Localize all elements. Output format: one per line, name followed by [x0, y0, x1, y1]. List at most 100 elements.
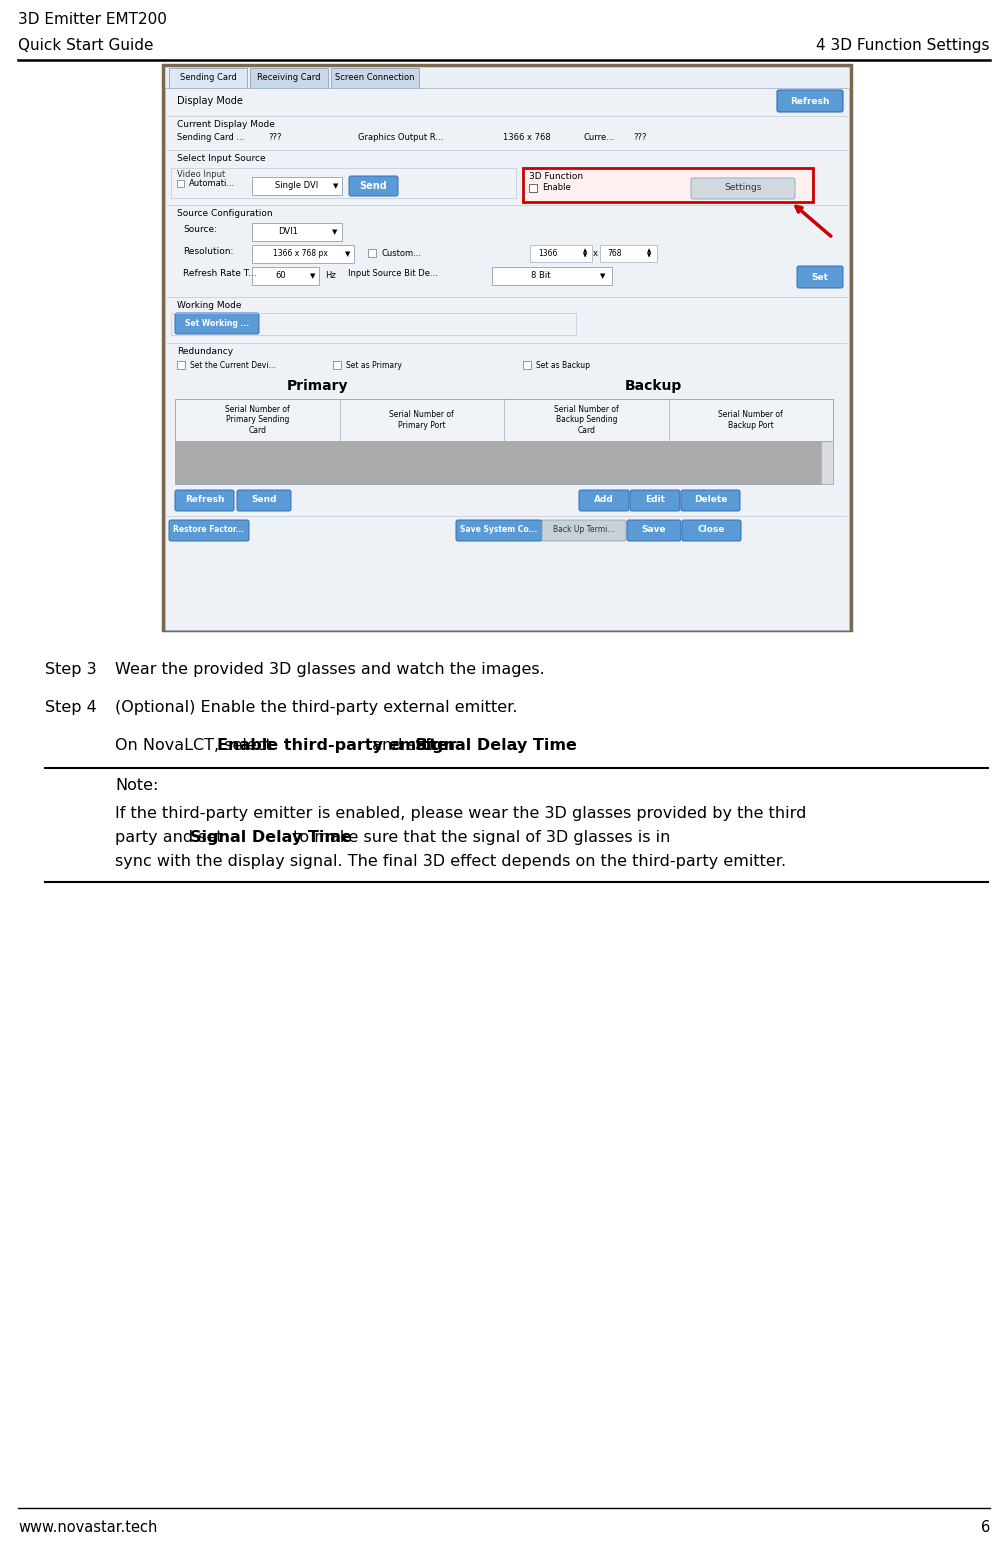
FancyBboxPatch shape: [691, 178, 795, 199]
Text: Save: Save: [642, 525, 666, 535]
Text: Send: Send: [251, 496, 277, 505]
Text: ▼: ▼: [310, 273, 316, 280]
Text: Quick Start Guide: Quick Start Guide: [18, 39, 153, 53]
Text: ▲: ▲: [647, 249, 651, 253]
Text: ▼: ▼: [583, 253, 587, 258]
FancyBboxPatch shape: [542, 521, 626, 541]
Text: ???: ???: [633, 133, 646, 142]
FancyBboxPatch shape: [797, 266, 843, 287]
Text: ▼: ▼: [601, 273, 606, 280]
Bar: [177, 362, 185, 369]
Text: Working Mode: Working Mode: [177, 301, 242, 311]
Text: 3D Function: 3D Function: [529, 171, 583, 181]
FancyBboxPatch shape: [169, 68, 247, 88]
Text: Resolution:: Resolution:: [183, 247, 234, 256]
Text: Settings: Settings: [725, 184, 762, 193]
Text: Save System Co...: Save System Co...: [461, 525, 537, 535]
Text: Source:: Source:: [183, 226, 217, 233]
Text: x: x: [593, 249, 598, 258]
FancyBboxPatch shape: [627, 521, 681, 541]
FancyBboxPatch shape: [630, 490, 680, 511]
Text: Refresh: Refresh: [790, 96, 830, 105]
FancyBboxPatch shape: [777, 90, 843, 111]
Text: Single DVI: Single DVI: [275, 181, 319, 190]
Text: ???: ???: [268, 133, 281, 142]
Text: Serial Number of
Primary Sending
Card: Serial Number of Primary Sending Card: [225, 405, 289, 434]
Text: 6: 6: [981, 1520, 990, 1536]
Text: Graphics Output R...: Graphics Output R...: [358, 133, 444, 142]
Text: 1366 x 768 px: 1366 x 768 px: [272, 249, 328, 258]
Text: Serial Number of
Primary Port: Serial Number of Primary Port: [389, 411, 455, 430]
Text: Edit: Edit: [645, 496, 665, 505]
Text: ▲: ▲: [583, 249, 587, 253]
Text: Set the Current Devi...: Set the Current Devi...: [190, 360, 275, 369]
Text: Step 3: Step 3: [45, 661, 97, 677]
Text: 60: 60: [275, 272, 286, 281]
Text: 8 Bit: 8 Bit: [531, 272, 550, 281]
FancyBboxPatch shape: [252, 178, 342, 195]
Text: party and set: party and set: [115, 830, 228, 845]
FancyBboxPatch shape: [175, 314, 259, 334]
Text: DVI1: DVI1: [278, 227, 298, 236]
FancyBboxPatch shape: [579, 490, 629, 511]
FancyBboxPatch shape: [175, 440, 833, 484]
Text: Backup: Backup: [624, 379, 681, 392]
FancyBboxPatch shape: [456, 521, 542, 541]
Text: Sending Card ...: Sending Card ...: [177, 133, 244, 142]
Text: 3D Emitter EMT200: 3D Emitter EMT200: [18, 12, 167, 26]
Text: Screen Connection: Screen Connection: [336, 74, 414, 82]
Text: Current Display Mode: Current Display Mode: [177, 121, 275, 128]
Text: Add: Add: [594, 496, 614, 505]
Text: ▼: ▼: [647, 253, 651, 258]
Text: Signal Delay Time: Signal Delay Time: [190, 830, 352, 845]
FancyBboxPatch shape: [252, 267, 319, 284]
Text: Enable third-party emitter: Enable third-party emitter: [217, 739, 456, 752]
Text: Display Mode: Display Mode: [177, 96, 243, 107]
Text: Note:: Note:: [115, 779, 158, 793]
Text: Back Up Termi...: Back Up Termi...: [553, 525, 615, 535]
FancyBboxPatch shape: [175, 490, 234, 511]
FancyBboxPatch shape: [600, 246, 657, 263]
Text: (Optional) Enable the third-party external emitter.: (Optional) Enable the third-party extern…: [115, 700, 517, 715]
Text: Signal Delay Time: Signal Delay Time: [415, 739, 577, 752]
FancyBboxPatch shape: [523, 168, 813, 202]
Text: .: .: [513, 739, 518, 752]
Text: Hz: Hz: [325, 272, 336, 281]
Text: Serial Number of
Backup Sending
Card: Serial Number of Backup Sending Card: [553, 405, 619, 434]
Text: Select Input Source: Select Input Source: [177, 154, 266, 164]
FancyBboxPatch shape: [169, 521, 249, 541]
Text: On NovaLCT, select: On NovaLCT, select: [115, 739, 277, 752]
Text: sync with the display signal. The final 3D effect depends on the third-party emi: sync with the display signal. The final …: [115, 854, 786, 868]
Text: 4 3D Function Settings: 4 3D Function Settings: [816, 39, 990, 53]
Text: Source Configuration: Source Configuration: [177, 209, 272, 218]
Text: Wear the provided 3D glasses and watch the images.: Wear the provided 3D glasses and watch t…: [115, 661, 544, 677]
Text: Custom...: Custom...: [381, 249, 421, 258]
Text: Enable: Enable: [542, 184, 571, 193]
FancyBboxPatch shape: [682, 521, 741, 541]
Bar: [529, 184, 537, 192]
Text: 768: 768: [608, 249, 622, 258]
Text: ▼: ▼: [346, 250, 351, 256]
Text: Restore Factor...: Restore Factor...: [173, 525, 245, 535]
FancyBboxPatch shape: [237, 490, 291, 511]
Bar: [523, 362, 531, 369]
Text: If the third-party emitter is enabled, please wear the 3D glasses provided by th: If the third-party emitter is enabled, p…: [115, 806, 806, 820]
Text: Curre...: Curre...: [583, 133, 614, 142]
Text: Step 4: Step 4: [45, 700, 97, 715]
Text: 1366: 1366: [538, 249, 557, 258]
Text: www.novastar.tech: www.novastar.tech: [18, 1520, 157, 1536]
Text: and set: and set: [367, 739, 437, 752]
FancyBboxPatch shape: [252, 222, 342, 241]
Text: Refresh: Refresh: [184, 496, 224, 505]
Text: Serial Number of
Backup Port: Serial Number of Backup Port: [719, 411, 783, 430]
Text: Input Source Bit De...: Input Source Bit De...: [348, 269, 437, 278]
Bar: [333, 362, 341, 369]
FancyBboxPatch shape: [165, 88, 849, 630]
Text: Redundancy: Redundancy: [177, 348, 233, 355]
FancyBboxPatch shape: [492, 267, 612, 284]
Text: Sending Card: Sending Card: [179, 74, 236, 82]
Text: Set as Backup: Set as Backup: [536, 360, 590, 369]
Text: ▼: ▼: [334, 182, 339, 188]
FancyBboxPatch shape: [252, 246, 354, 263]
Text: Automati...: Automati...: [190, 179, 235, 188]
